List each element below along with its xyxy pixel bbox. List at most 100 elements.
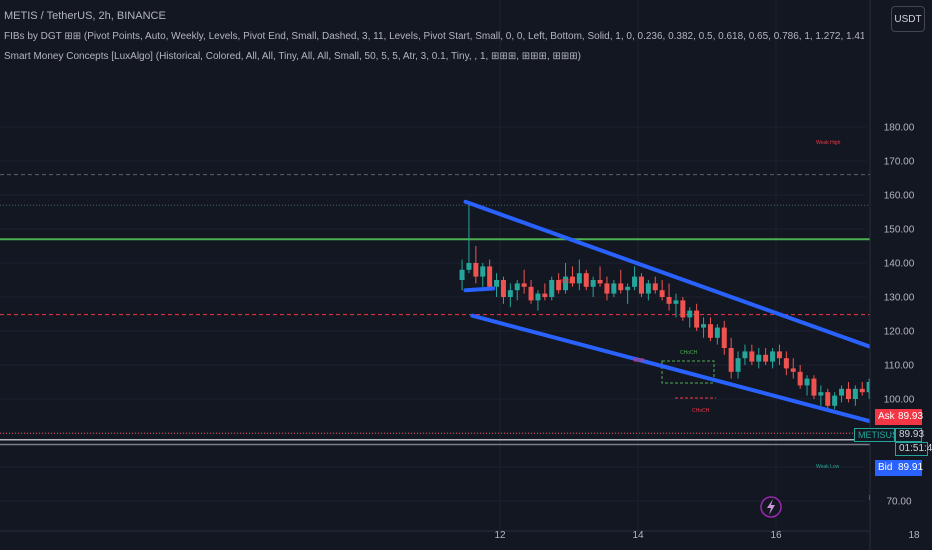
candle-body (625, 286, 631, 291)
bos-label-2: BOS (634, 358, 645, 364)
candle-body (852, 388, 858, 399)
bid-label: Bid (875, 460, 895, 476)
candle-body (735, 358, 741, 372)
candle-body (859, 388, 865, 393)
choch-box (661, 360, 715, 384)
candle-body (652, 283, 658, 291)
candle-body (770, 351, 776, 362)
candle-body (756, 354, 762, 362)
candle-body (632, 276, 638, 287)
candle-body (804, 378, 810, 386)
candle-body (783, 358, 789, 369)
candle-body (638, 276, 644, 294)
candle-body (583, 273, 589, 287)
candle-body (528, 286, 534, 301)
price-axis-bg (870, 0, 932, 550)
candle-body (687, 310, 693, 318)
ask-label: Ask (875, 409, 895, 425)
choch-label-2: CHoCH (692, 408, 710, 414)
candle-body (790, 368, 796, 372)
smc-overlays (661, 360, 716, 399)
level-lines (0, 174, 932, 446)
candle-body (839, 388, 845, 396)
candle-body (500, 280, 506, 297)
candle-body (680, 300, 686, 318)
fibs-legend[interactable]: FIBs by DGT ⊞⊞ (Pivot Points, Auto, Week… (4, 31, 864, 42)
candle-body (487, 266, 493, 287)
price-tick-label: 180.00 (884, 123, 915, 134)
candle-body (721, 327, 727, 348)
upper-trendline (463, 199, 932, 372)
price-tick-label: 160.00 (884, 191, 915, 202)
candle-body (473, 263, 479, 277)
candle-body (459, 269, 465, 280)
currency-button[interactable]: USDT (891, 6, 925, 32)
candle-body (673, 300, 679, 304)
candle-body (466, 263, 472, 270)
last-price-value: 89.93 (895, 428, 924, 442)
candle-body (569, 276, 575, 284)
symbol-label: METISUSDT (854, 428, 910, 442)
lightning-icon[interactable] (760, 496, 782, 518)
bid-value: 89.91 (895, 460, 923, 476)
candle-body (776, 351, 782, 359)
candle-body (549, 280, 555, 297)
price-tick-label: 100.00 (884, 395, 915, 406)
candle-body (542, 293, 548, 297)
candle-body (845, 388, 851, 399)
candle-body (611, 283, 617, 294)
candle-body (811, 378, 817, 396)
time-axis[interactable]: 121416182022 (0, 530, 932, 541)
candle-body (825, 392, 831, 406)
chart-grid (0, 0, 915, 530)
candle-body (535, 293, 541, 301)
candle-body (866, 382, 872, 393)
chart-title: METIS / TetherUS, 2h, BINANCE (4, 10, 166, 22)
candle-body (832, 395, 838, 406)
candle-body (480, 266, 486, 277)
candle-body (521, 283, 527, 287)
candle-body (701, 324, 707, 328)
price-tick-label: 110.00 (884, 361, 914, 372)
price-tick-label: 150.00 (884, 225, 915, 236)
price-tick-label: 130.00 (884, 293, 915, 304)
choch-label-1: CHoCH (680, 350, 698, 356)
smc-labels: Weak High Weak Low BOS BOS CHoCH CHoCH (560, 140, 841, 470)
candle-body (742, 351, 748, 359)
candle-body (749, 351, 755, 362)
smc-legend[interactable]: Smart Money Concepts [LuxAlgo] (Historic… (4, 51, 581, 62)
price-tick-label: 70.00 (886, 497, 911, 508)
weak-high-label: Weak High (816, 140, 841, 146)
ask-value: 89.93 (895, 409, 923, 425)
candle-body (714, 327, 720, 338)
bar-countdown: 01:51:48 (895, 442, 932, 456)
time-tick-label: 12 (494, 530, 506, 541)
candle-body (514, 283, 520, 291)
price-tick-label: 170.00 (884, 157, 915, 168)
candle-body (694, 310, 700, 328)
candle-body (507, 290, 513, 297)
weak-low-label: Weak Low (816, 464, 840, 470)
time-tick-label: 14 (632, 530, 644, 541)
price-tick-label: 140.00 (884, 259, 915, 270)
candle-body (576, 273, 582, 284)
bos-label-1: BOS (560, 279, 571, 285)
candle-body (797, 371, 803, 386)
candle-body (556, 280, 562, 291)
lower-trendline (470, 313, 932, 440)
candle-body (645, 283, 651, 294)
candle-body (659, 290, 665, 297)
candle-body (666, 297, 672, 304)
candle-body (597, 280, 603, 284)
candle-body (707, 324, 713, 338)
candle-body (590, 280, 596, 287)
channel-trendlines[interactable] (463, 199, 932, 481)
candle-body (563, 276, 569, 291)
candle-body (618, 283, 624, 291)
candle-body (604, 283, 610, 294)
time-tick-label: 16 (770, 530, 782, 541)
time-tick-label: 18 (908, 530, 920, 541)
price-tick-label: 120.00 (884, 327, 915, 338)
price-axis[interactable]: 70.0080.0090.00100.00110.00120.00130.001… (869, 0, 932, 550)
